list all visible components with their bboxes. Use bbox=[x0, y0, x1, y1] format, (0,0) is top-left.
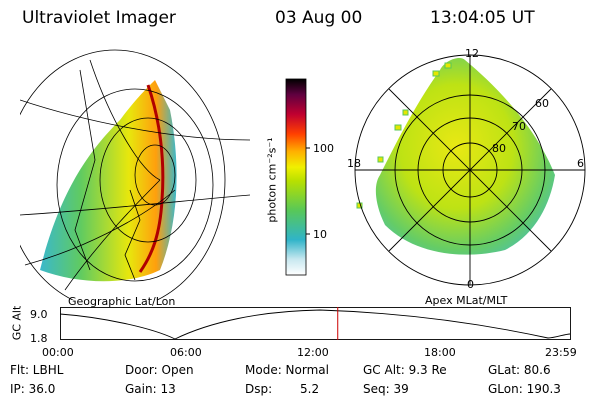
polar-caption: Apex MLat/MLT bbox=[425, 294, 508, 307]
mode-status: Mode: Normal bbox=[245, 363, 329, 377]
colorbar bbox=[285, 78, 310, 276]
orbit-xtick-1200: 12:00 bbox=[297, 346, 329, 359]
glat-status: GLat: 80.6 bbox=[488, 363, 551, 377]
colorbar-tick-100: 100 bbox=[313, 142, 334, 155]
colorbar-unit-label: photon cm⁻²s⁻¹ bbox=[265, 137, 279, 223]
mlat-label-70: 70 bbox=[512, 120, 526, 133]
mlat-label-80: 80 bbox=[492, 142, 506, 155]
geographic-caption: Geographic Lat/Lon bbox=[68, 295, 176, 308]
orbit-plot-frame bbox=[60, 307, 571, 340]
orbit-ytick-9: 9.0 bbox=[30, 308, 48, 321]
orbit-altitude-plot bbox=[60, 307, 571, 340]
filter-status: Flt: LBHL bbox=[10, 363, 64, 377]
orbit-xtick-0600: 06:00 bbox=[170, 346, 202, 359]
orbit-xtick-1800: 18:00 bbox=[424, 346, 456, 359]
orbit-altitude-curve bbox=[60, 309, 571, 340]
dsp-value: 5.2 bbox=[300, 382, 320, 396]
mlt-label-12: 12 bbox=[465, 47, 479, 60]
colorbar-tick-10: 10 bbox=[313, 228, 327, 241]
door-status: Door: Open bbox=[125, 363, 194, 377]
gc-alt-status: GC Alt: 9.3 Re bbox=[363, 363, 447, 377]
orbit-ytick-1.8: 1.8 bbox=[30, 332, 48, 345]
mlt-label-18: 18 bbox=[347, 157, 361, 170]
glon-status: GLon: 190.3 bbox=[488, 382, 561, 396]
mlt-label-0: 0 bbox=[467, 278, 474, 291]
orbit-xtick-2359: 23:59 bbox=[545, 346, 577, 359]
mlt-label-6: 6 bbox=[577, 157, 584, 170]
mlat-label-60: 60 bbox=[535, 97, 549, 110]
date-label: 03 Aug 00 bbox=[275, 8, 363, 28]
seq-status: Seq: 39 bbox=[363, 382, 409, 396]
ip-status: IP: 36.0 bbox=[10, 382, 56, 396]
gain-status: Gain: 13 bbox=[125, 382, 176, 396]
instrument-title: Ultraviolet Imager bbox=[22, 8, 176, 28]
polar-image bbox=[354, 54, 586, 286]
time-label: 13:04:05 UT bbox=[430, 8, 535, 28]
geographic-image bbox=[20, 49, 250, 300]
dsp-label: Dsp: bbox=[245, 382, 273, 396]
orbit-xtick-0000: 00:00 bbox=[42, 346, 74, 359]
orbit-ylabel: GC Alt bbox=[10, 305, 24, 341]
